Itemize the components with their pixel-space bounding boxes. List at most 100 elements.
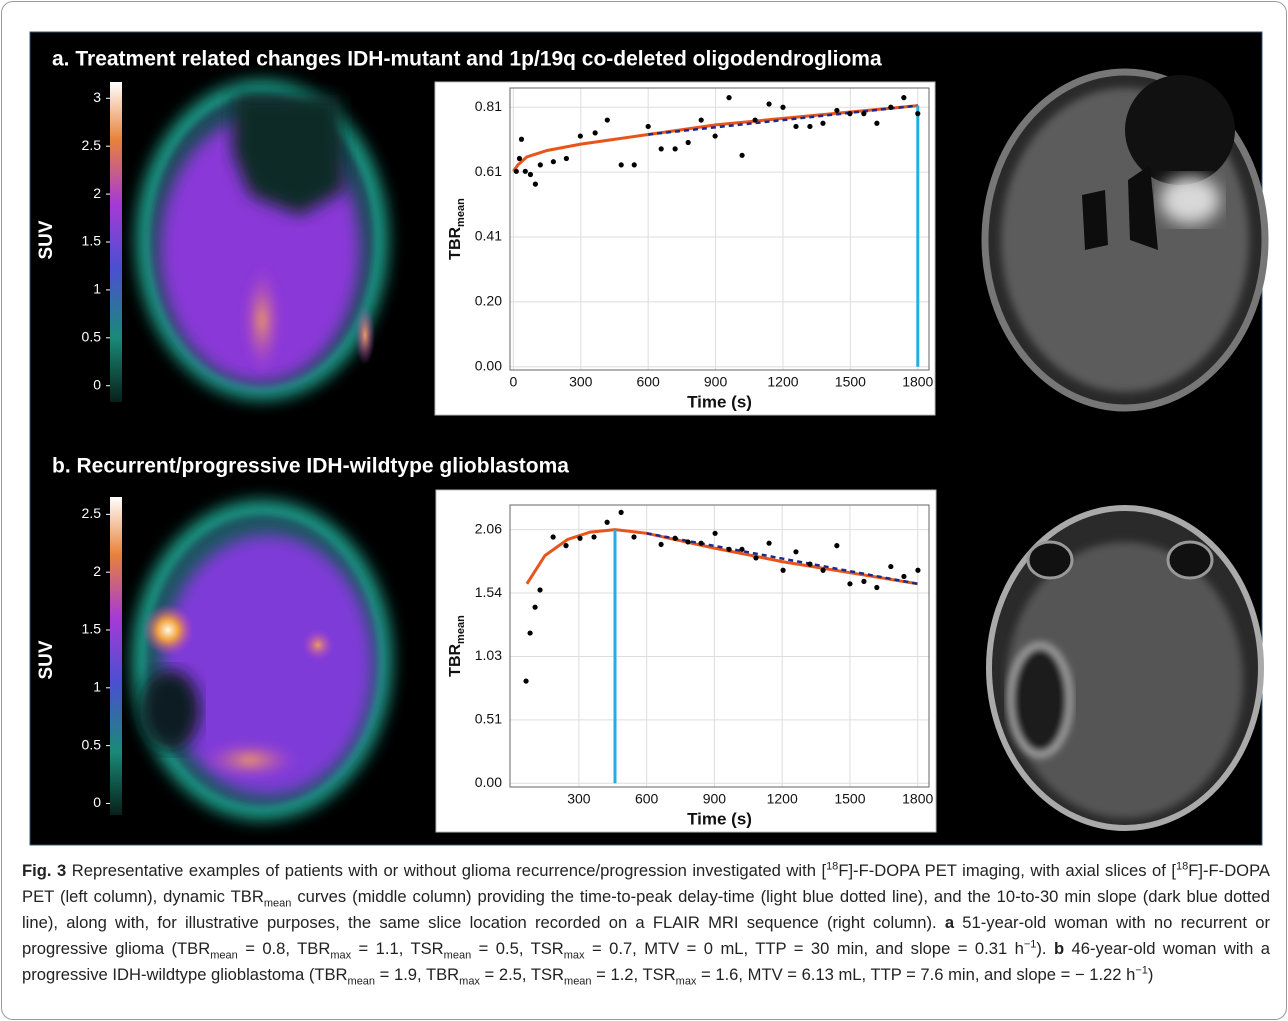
data-point [901, 573, 907, 580]
data-point [672, 535, 678, 541]
data-point [532, 604, 538, 610]
data-point [874, 120, 880, 126]
data-point [739, 546, 745, 552]
x-tick-label: 900 [703, 791, 727, 807]
data-point [631, 162, 637, 168]
colorbar-tick-label: 0 [93, 376, 101, 392]
caption-sub: max [330, 949, 352, 962]
figure: a. Treatment related changes IDH-mutant … [29, 31, 1269, 846]
data-point [874, 584, 880, 591]
colorbar-tick-label: 1 [93, 679, 101, 695]
mri-image [986, 505, 1264, 831]
caption-text: 51-year-old woman with no recurrent or p… [22, 913, 1270, 958]
pet-image [132, 500, 392, 820]
y-tick-label: 0.00 [475, 357, 502, 373]
y-axis-label: TBRmean [447, 615, 467, 677]
y-tick-label: 0.20 [475, 293, 502, 309]
data-point [820, 567, 826, 573]
colorbar-tick-label: 1.5 [82, 233, 102, 249]
data-point [766, 101, 772, 107]
data-point [847, 581, 853, 587]
y-axis-label-text: TBR [447, 643, 464, 676]
caption-sub: mean [347, 975, 376, 988]
slope-line [646, 532, 918, 586]
data-point [523, 678, 529, 684]
data-point [793, 549, 799, 555]
data-point [726, 546, 732, 552]
data-point [915, 111, 921, 117]
data-point [685, 539, 691, 545]
data-point [618, 509, 624, 515]
caption-sup: −1 [1135, 964, 1148, 977]
x-tick-label: 300 [567, 791, 591, 807]
x-tick-label: 1500 [834, 791, 865, 807]
data-point [888, 563, 894, 570]
data-point [807, 123, 813, 130]
caption-text: F]-F-DOPA PET imaging, with axial slices… [838, 861, 1177, 880]
data-point [591, 534, 597, 540]
y-tick-label: 0.51 [475, 711, 502, 727]
data-point [793, 123, 799, 130]
data-point [685, 139, 691, 146]
caption-sup: 18 [1176, 860, 1189, 873]
caption-bold: Fig. 3 [22, 861, 67, 880]
data-point [563, 155, 569, 162]
colorbar-tick-label: 1.5 [82, 621, 102, 637]
data-point [537, 162, 543, 168]
plot-frame [509, 87, 930, 371]
pet-image [136, 80, 388, 400]
data-point [888, 104, 894, 110]
data-point [604, 519, 610, 525]
caption-text: ). [1036, 939, 1054, 958]
y-axis-label: TBRmean [447, 198, 467, 260]
data-point [658, 146, 664, 152]
data-point [712, 133, 718, 139]
data-point [739, 152, 745, 158]
slope-line [648, 104, 918, 136]
colorbar-tick-label: 0.5 [82, 329, 102, 345]
caption-bold: b [1053, 939, 1065, 958]
data-point [537, 587, 543, 593]
fit-line [512, 104, 918, 173]
data-point [698, 540, 704, 546]
x-tick-label: 300 [569, 374, 593, 390]
colorbar [110, 497, 122, 815]
x-tick-label: 900 [704, 374, 728, 390]
x-tick-label: 1800 [902, 791, 933, 807]
caption-text: = 1.2, TSR [591, 965, 676, 984]
plot-frame [509, 504, 930, 788]
caption-text: curves (middle column) providing the tim… [22, 887, 1270, 932]
x-tick-label: 1800 [902, 374, 933, 390]
y-tick-label: 1.54 [475, 584, 502, 600]
data-point [780, 567, 786, 573]
y-tick-label: 0.41 [475, 228, 502, 244]
data-point [753, 555, 759, 561]
figure-caption: Fig. 3 Representative examples of patien… [22, 858, 1270, 988]
y-tick-label: 0.00 [475, 774, 502, 790]
data-point [631, 534, 637, 540]
data-point [592, 130, 598, 136]
data-point [577, 133, 583, 139]
caption-text: 46-year-old woman with a progressive IDH… [22, 939, 1271, 984]
y-axis-label-subscript: mean [455, 198, 467, 227]
fit-line [525, 528, 918, 586]
caption-sub: mean [263, 897, 292, 910]
data-point [752, 117, 758, 123]
caption-sub: max [675, 975, 697, 988]
x-axis-label: Time (s) [687, 392, 752, 411]
caption-text: ) [1147, 965, 1154, 984]
caption-text: = 0.5, TSR [471, 939, 564, 958]
x-tick-label: 1200 [767, 374, 798, 390]
y-tick-label: 1.03 [475, 647, 502, 663]
colorbar-tick-label: 0.5 [82, 736, 102, 752]
mri-image [981, 68, 1269, 412]
data-point [516, 155, 523, 162]
caption-text: Representative examples of patients with… [66, 861, 827, 880]
data-point [672, 146, 678, 152]
data-point [513, 168, 519, 174]
data-point [698, 117, 704, 123]
data-point [861, 578, 867, 584]
caption-sub: mean [210, 949, 238, 962]
